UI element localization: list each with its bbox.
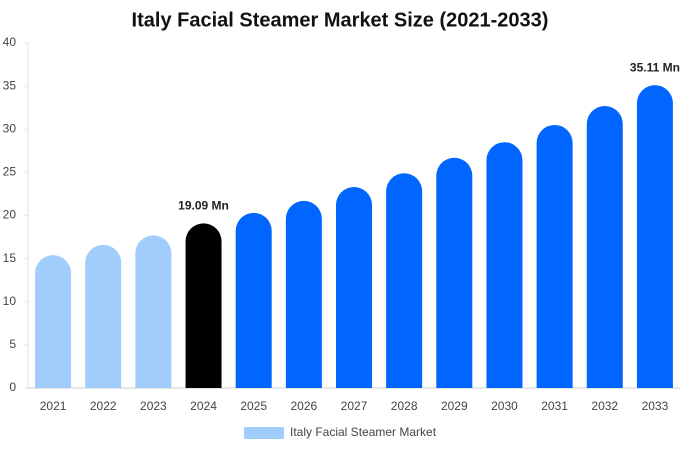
chart-title: Italy Facial Steamer Market Size (2021-2… [132,9,549,31]
bar [436,157,473,388]
x-tick-label: 2027 [341,399,368,413]
legend-label: Italy Facial Steamer Market [290,425,437,439]
x-tick-label: 2030 [491,399,518,413]
x-tick-label: 2031 [541,399,568,413]
x-tick-label: 2021 [40,399,67,413]
x-tick-label: 2022 [90,399,117,413]
y-tick-label: 35 [3,78,17,92]
x-tick-label: 2023 [140,399,167,413]
x-tick-label: 2025 [240,399,267,413]
x-tick-label: 2033 [642,399,669,413]
y-tick-label: 20 [3,208,17,222]
bar [235,212,272,388]
legend-swatch [244,427,284,439]
y-tick-label: 25 [3,165,17,179]
x-tick-label: 2028 [391,399,418,413]
bar [636,85,673,389]
y-tick-label: 5 [9,337,16,351]
y-tick-label: 15 [3,251,17,265]
bar [135,235,172,388]
y-tick-label: 0 [9,380,16,394]
y-tick-label: 40 [3,35,17,49]
x-tick-label: 2032 [591,399,618,413]
bar [285,200,322,388]
bar [336,187,372,388]
bar [35,255,72,388]
bar [586,105,623,389]
y-tick-label: 30 [3,121,17,135]
y-tick-label: 10 [3,294,17,308]
x-tick-label: 2026 [290,399,317,413]
bar [85,244,122,388]
x-tick-label: 2029 [441,399,468,413]
value-label: 19.09 Mn [178,199,229,213]
bar [536,124,573,388]
bar [386,173,423,388]
bar [185,223,222,388]
x-tick-label: 2024 [190,399,217,413]
bar [486,142,523,388]
value-label: 35.11 Mn [630,60,680,74]
